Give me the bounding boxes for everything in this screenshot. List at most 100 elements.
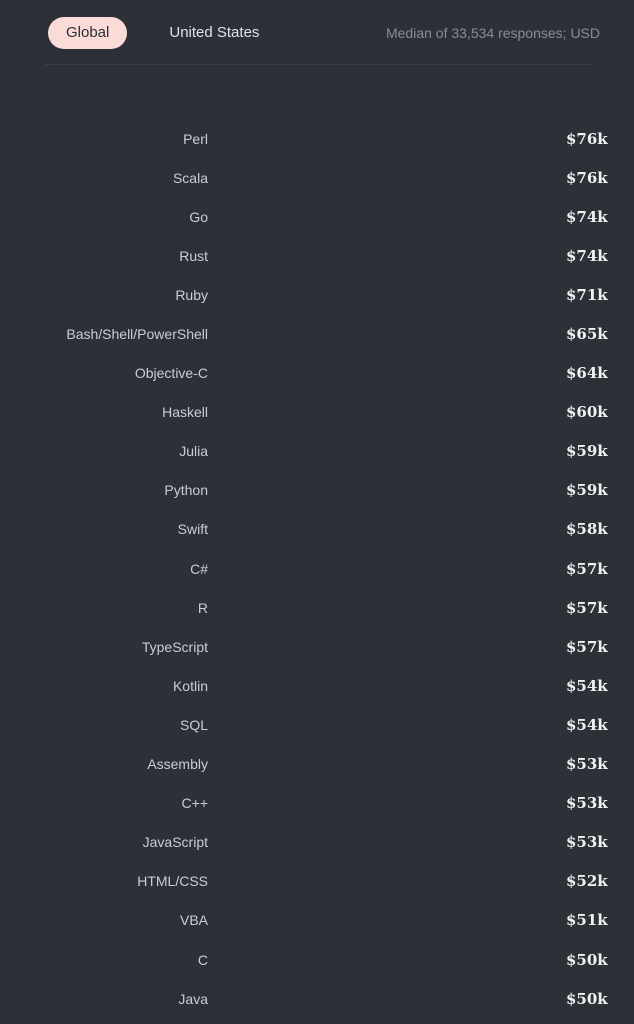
bar-track [225, 674, 555, 698]
bar-chart: Perl $76k Scala $76k Go $74k Rust [0, 65, 634, 1018]
bar-value: $71k [566, 285, 608, 304]
chart-row: VBA $51k [0, 901, 634, 940]
bar-value: $53k [566, 755, 608, 774]
chart-row: Perl $76k [0, 119, 634, 158]
chart-row: Assembly $53k [0, 745, 634, 784]
bar-track [225, 791, 555, 815]
bar-track [225, 596, 555, 620]
bar-label: C [197, 951, 208, 968]
bar-value: $57k [566, 598, 608, 617]
bar-label: Kotlin [172, 677, 208, 694]
bar-track [225, 948, 555, 972]
chart-row: Bash/Shell/PowerShell $65k [0, 314, 634, 353]
bar-label: TypeScript [141, 638, 208, 655]
bar-label: Java [178, 990, 208, 1007]
bar-label: Assembly [147, 756, 208, 773]
bar-label: Rust [179, 247, 208, 264]
bar-track [225, 869, 555, 893]
bar-value: $74k [566, 246, 608, 265]
bar-track [225, 478, 555, 502]
tab-global[interactable]: Global [48, 16, 128, 49]
bar-track [225, 439, 555, 463]
chart-row: R $57k [0, 588, 634, 627]
bar-track [225, 987, 555, 1011]
bar-track [225, 283, 555, 307]
chart-row: Haskell $60k [0, 393, 634, 432]
bar-value: $65k [566, 325, 608, 344]
chart-row: C++ $53k [0, 784, 634, 823]
bar-label: Go [189, 208, 208, 225]
chart-note: Median of 33,534 responses; USD [385, 24, 600, 41]
bar-label: Perl [183, 130, 208, 147]
bar-label: Scala [172, 169, 208, 186]
bar-label: HTML/CSS [137, 873, 208, 890]
bar-value: $76k [566, 168, 608, 187]
bar-value: $60k [566, 403, 608, 422]
chart-row: Python $59k [0, 471, 634, 510]
chart-row: SQL $54k [0, 705, 634, 744]
bar-value: $53k [566, 794, 608, 813]
bar-value: $57k [566, 559, 608, 578]
tab-bar: Global United States [48, 16, 277, 49]
chart-row: C# $57k [0, 549, 634, 588]
bar-track [225, 517, 555, 541]
bar-track [225, 713, 555, 737]
bar-track [225, 400, 555, 424]
bar-value: $50k [566, 950, 608, 969]
bar-value: $50k [566, 989, 608, 1008]
bar-track [225, 205, 555, 229]
bar-track [225, 557, 555, 581]
bar-label: VBA [179, 912, 208, 929]
header-divider [45, 64, 592, 65]
chart-row: Rust $74k [0, 236, 634, 275]
bar-label: Julia [179, 443, 208, 460]
chart-row: Go $74k [0, 197, 634, 236]
bar-label: Python [164, 482, 208, 499]
bar-value: $52k [566, 872, 608, 891]
bar-track [225, 166, 555, 190]
bar-label: Bash/Shell/PowerShell [66, 326, 208, 343]
bar-label: C++ [181, 795, 208, 812]
bar-label: Haskell [162, 404, 208, 421]
bar-track [225, 361, 555, 385]
bar-track [225, 830, 555, 854]
bar-value: $54k [566, 676, 608, 695]
chart-row: HTML/CSS $52k [0, 862, 634, 901]
bar-label: Ruby [175, 286, 208, 303]
bar-value: $54k [566, 715, 608, 734]
bar-value: $53k [566, 833, 608, 852]
chart-row: Kotlin $54k [0, 666, 634, 705]
chart-row: Scala $76k [0, 158, 634, 197]
bar-label: Swift [177, 521, 208, 538]
bar-track [225, 322, 555, 346]
header: Global United States Median of 33,534 re… [0, 0, 634, 55]
chart-row: C $50k [0, 940, 634, 979]
bar-label: JavaScript [142, 834, 208, 851]
bar-label: R [197, 599, 208, 616]
bar-value: $59k [566, 442, 608, 461]
chart-row: Swift $58k [0, 510, 634, 549]
bar-track [225, 244, 555, 268]
tab-united-states[interactable]: United States [151, 17, 277, 49]
bar-track [225, 127, 555, 151]
chart-row: Objective-C $64k [0, 354, 634, 393]
bar-value: $57k [566, 637, 608, 656]
bar-value: $64k [566, 364, 608, 383]
chart-row: Ruby $71k [0, 275, 634, 314]
bar-value: $74k [566, 207, 608, 226]
chart-row: Java $50k [0, 979, 634, 1018]
bar-track [225, 635, 555, 659]
chart-row: Julia $59k [0, 432, 634, 471]
bar-value: $51k [566, 911, 608, 930]
bar-value: $76k [566, 129, 608, 148]
bar-label: SQL [179, 716, 208, 733]
chart-row: TypeScript $57k [0, 627, 634, 666]
bar-label: Objective-C [134, 365, 208, 382]
bar-label: C# [190, 560, 208, 577]
bar-value: $58k [566, 520, 608, 539]
bar-track [225, 908, 555, 932]
chart-row: JavaScript $53k [0, 823, 634, 862]
bar-track [225, 752, 555, 776]
bar-value: $59k [566, 481, 608, 500]
